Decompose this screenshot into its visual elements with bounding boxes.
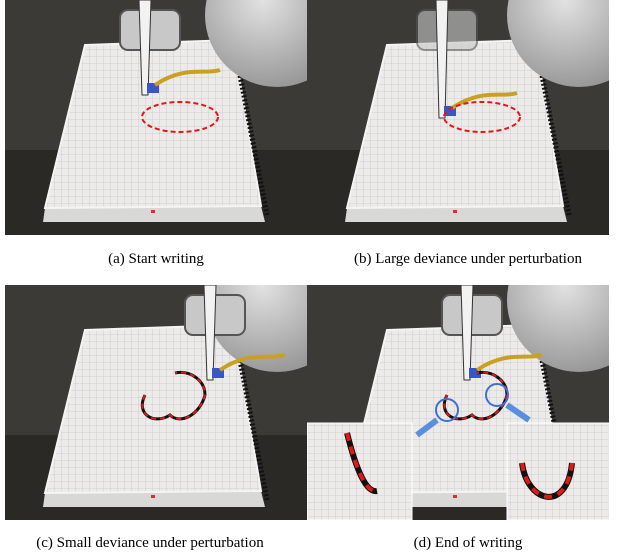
figure: (a) Start writing (b) Large deviance und… (0, 0, 625, 554)
caption: (a) Start writing (108, 251, 204, 267)
photo (307, 0, 625, 235)
scene (5, 0, 349, 235)
pen-mark (151, 210, 155, 213)
caption: (d) End of writing (414, 535, 523, 551)
photo (307, 228, 625, 520)
caption: (c) Small deviance under perturbation (36, 535, 264, 551)
photo (5, 228, 349, 520)
pen-mark (453, 495, 457, 498)
scene (5, 228, 349, 520)
pen-mark (151, 495, 155, 498)
photo (5, 0, 349, 235)
scene (307, 228, 625, 520)
pen-mark (453, 210, 457, 213)
scene (307, 0, 625, 235)
caption: (b) Large deviance under perturbation (354, 251, 582, 267)
